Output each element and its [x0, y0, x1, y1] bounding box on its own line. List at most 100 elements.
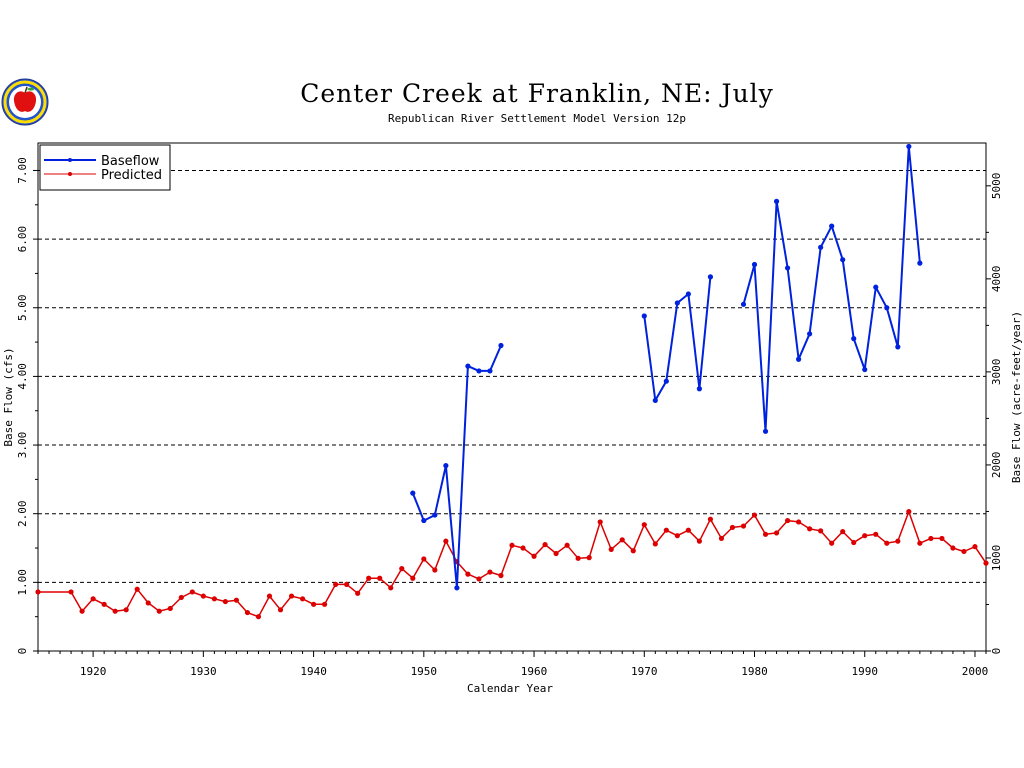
series-line: [742, 145, 921, 433]
data-point: [377, 575, 383, 581]
data-point: [498, 572, 504, 579]
data-point: [608, 546, 614, 553]
data-point: [145, 600, 151, 606]
data-point: [818, 528, 824, 534]
data-point: [718, 535, 725, 542]
data-point: [652, 397, 658, 404]
plot-frame: [37, 142, 987, 652]
data-point: [983, 560, 989, 566]
data-point: [773, 530, 780, 536]
data-point: [851, 539, 857, 546]
y-tick-label: 5.00: [16, 295, 29, 322]
data-point: [244, 609, 251, 616]
y-tick-label: 1.00: [16, 569, 29, 596]
legend-label: Predicted: [101, 168, 162, 183]
data-point: [807, 526, 813, 532]
data-point: [498, 342, 504, 349]
data-point: [432, 512, 438, 518]
data-point: [961, 548, 967, 555]
data-point: [322, 601, 328, 607]
data-point: [840, 257, 846, 263]
legend-label: Baseflow: [101, 154, 160, 169]
legend-box: [39, 144, 171, 191]
data-point: [851, 336, 857, 342]
data-point: [255, 614, 262, 620]
data-point: [939, 535, 945, 542]
data-point: [410, 490, 416, 496]
data-point: [366, 575, 372, 581]
data-point: [410, 575, 416, 581]
data-point: [652, 541, 658, 547]
y-right-tick-label: 0: [990, 648, 1003, 655]
data-point: [575, 555, 581, 561]
data-point: [674, 533, 680, 539]
data-point: [476, 576, 482, 582]
data-point: [840, 528, 846, 535]
data-point: [751, 512, 758, 518]
data-point: [553, 550, 559, 557]
y-axis-label-right: Base Flow (acre-feet/year): [1010, 311, 1023, 483]
data-point: [663, 378, 669, 384]
x-tick-label: 1920: [80, 665, 107, 678]
data-point: [685, 527, 691, 533]
data-point: [355, 590, 361, 596]
data-point: [641, 313, 647, 319]
data-point: [344, 581, 350, 588]
data-point: [796, 356, 802, 362]
data-point: [751, 261, 758, 268]
data-point: [685, 291, 691, 297]
data-point: [928, 535, 934, 542]
data-point: [696, 386, 702, 392]
data-point: [729, 524, 736, 531]
y-right-tick-label: 3000: [990, 359, 1003, 386]
x-tick-label: 1960: [521, 665, 548, 678]
data-point: [288, 593, 295, 599]
data-point: [443, 463, 449, 469]
data-point: [796, 519, 802, 525]
data-point: [972, 544, 978, 550]
apple-logo-icon: [1, 78, 49, 126]
y-right-tick-label: 5000: [990, 173, 1003, 200]
legend-item-predicted: Predicted: [44, 168, 162, 183]
y-tick-label: 2.00: [16, 500, 29, 527]
data-point: [112, 608, 118, 614]
data-point: [79, 608, 85, 614]
data-point: [266, 593, 273, 599]
data-point: [740, 301, 747, 307]
series-baseflow: [410, 143, 923, 591]
data-point: [630, 548, 636, 554]
data-point: [509, 542, 515, 548]
data-point: [465, 363, 471, 369]
data-point: [520, 545, 526, 551]
y-tick-label: 4.00: [16, 363, 29, 390]
series-layer: [35, 143, 989, 620]
series-line: [411, 345, 502, 589]
data-point: [542, 541, 548, 548]
data-point: [762, 428, 769, 434]
x-tick-label: 1950: [411, 665, 438, 678]
data-point: [906, 509, 912, 515]
data-point: [917, 540, 923, 546]
chart-subtitle: Republican River Settlement Model Versio…: [388, 112, 686, 125]
data-point: [884, 540, 890, 546]
data-point: [762, 531, 769, 537]
data-point: [784, 265, 791, 271]
legend: Baseflow Predicted: [39, 144, 171, 191]
y-axis-left: 0 1.00 2.00 3.00 4.00 5.00 6.00 7.00: [16, 157, 38, 654]
data-point: [740, 523, 747, 529]
data-point: [454, 585, 460, 591]
y-tick-label: 3.00: [16, 432, 29, 459]
y-tick-label: 7.00: [16, 157, 29, 184]
data-point: [862, 533, 868, 539]
data-point: [222, 598, 228, 605]
y-right-tick-label: 2000: [990, 452, 1003, 479]
y-right-tick-label: 4000: [990, 266, 1003, 293]
data-point: [299, 596, 306, 602]
data-point: [784, 517, 791, 524]
data-point: [178, 594, 184, 601]
data-point: [101, 601, 107, 607]
x-tick-label: 1990: [851, 665, 878, 678]
data-point: [465, 571, 471, 577]
data-point: [123, 607, 129, 613]
